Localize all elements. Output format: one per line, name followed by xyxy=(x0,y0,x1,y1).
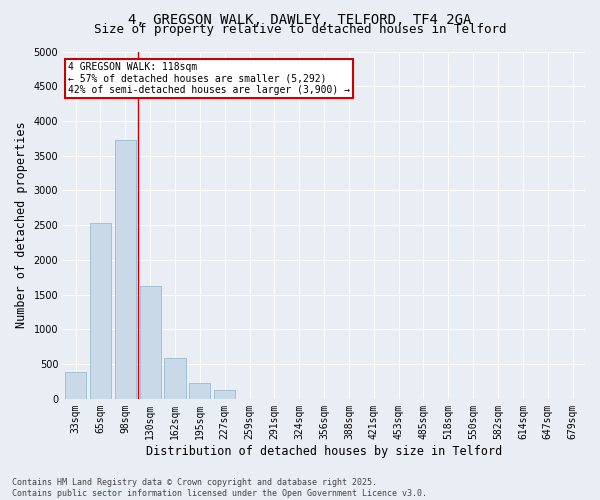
Bar xyxy=(140,286,161,399)
Text: Contains HM Land Registry data © Crown copyright and database right 2025.
Contai: Contains HM Land Registry data © Crown c… xyxy=(12,478,427,498)
Text: 4 GREGSON WALK: 118sqm
← 57% of detached houses are smaller (5,292)
42% of semi-: 4 GREGSON WALK: 118sqm ← 57% of detached… xyxy=(68,62,350,95)
Bar xyxy=(90,223,111,399)
Bar xyxy=(214,390,235,399)
Y-axis label: Number of detached properties: Number of detached properties xyxy=(15,122,28,328)
Bar xyxy=(115,140,136,399)
Bar xyxy=(164,358,185,399)
Bar xyxy=(189,383,211,399)
X-axis label: Distribution of detached houses by size in Telford: Distribution of detached houses by size … xyxy=(146,444,502,458)
Text: 4, GREGSON WALK, DAWLEY, TELFORD, TF4 2GA: 4, GREGSON WALK, DAWLEY, TELFORD, TF4 2G… xyxy=(128,12,472,26)
Text: Size of property relative to detached houses in Telford: Size of property relative to detached ho… xyxy=(94,22,506,36)
Bar xyxy=(65,372,86,399)
